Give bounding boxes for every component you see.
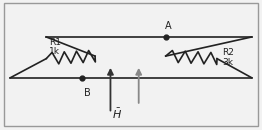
Text: A: A — [165, 21, 172, 31]
Text: R1: R1 — [49, 38, 61, 47]
Text: $\bar{H}$: $\bar{H}$ — [112, 107, 122, 121]
Text: R2: R2 — [222, 48, 234, 57]
Text: 3k: 3k — [222, 58, 233, 67]
Text: B: B — [84, 88, 91, 98]
Text: 1k: 1k — [49, 47, 60, 56]
